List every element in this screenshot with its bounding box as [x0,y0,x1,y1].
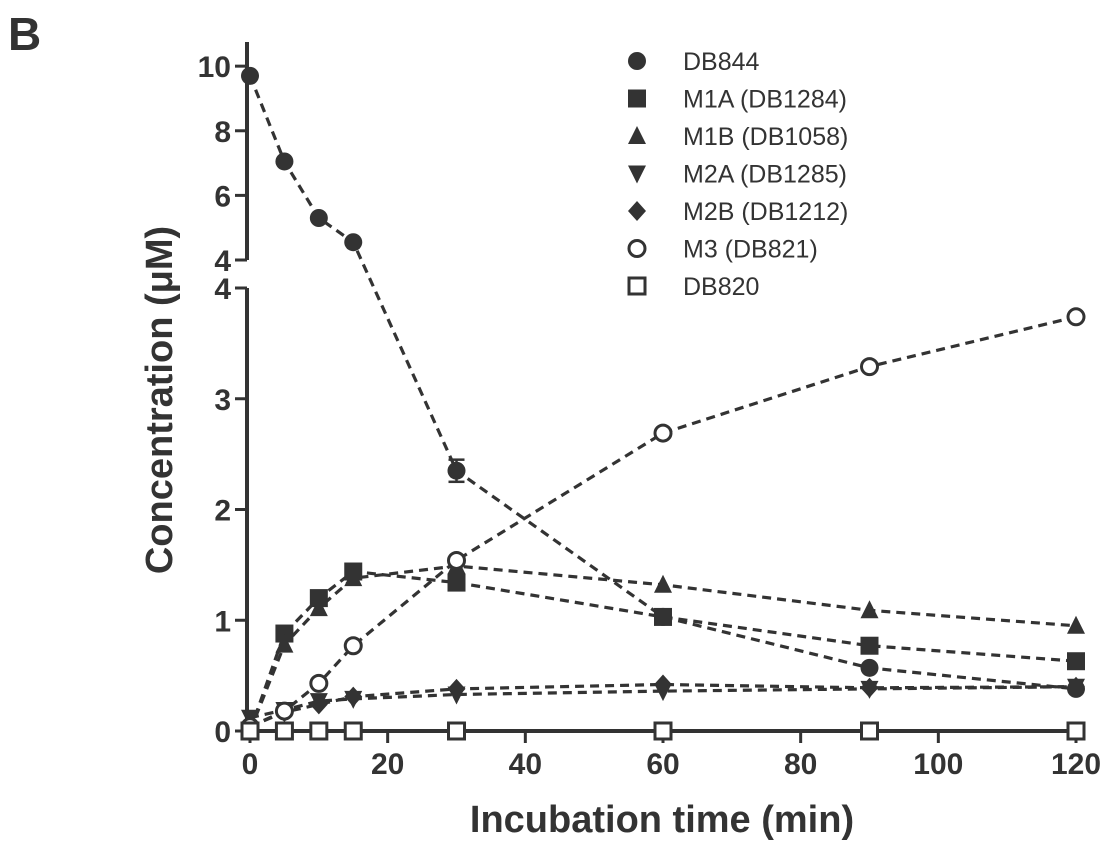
legend-marker [627,276,647,296]
data-point [1066,721,1086,741]
legend-label: M3 (DB821) [683,236,818,264]
legend-marker [628,126,646,144]
data-point [309,694,328,715]
legend-marker [628,165,646,184]
panel-label: B [8,8,41,60]
y-tick-label: 3 [214,384,231,417]
data-point [343,636,363,656]
series-line-0 [248,75,1077,691]
data-point [447,721,466,741]
data-point [240,721,260,741]
data-point [275,624,294,643]
y-tick-label: 4 [214,245,231,278]
data-point [653,721,673,741]
legend-label: DB844 [683,48,760,76]
legend-marker [628,89,646,108]
data-point [447,678,466,699]
data-point [654,607,672,626]
data-point [309,721,329,741]
y-tick-label: 6 [214,180,231,213]
data-point [447,573,466,592]
y-tick-label: 8 [214,116,231,149]
data-point [275,152,294,171]
legend-label: M2A (DB1285) [683,161,847,189]
x-tick-label: 120 [1051,748,1101,781]
series-line-3 [249,685,1077,720]
legend: DB844 M1A (DB1284) M1B (DB1058) M2A (DB1285… [627,48,848,301]
legend-label: M1A (DB1284) [683,86,847,114]
series-line-2 [248,564,1077,732]
x-tick-label: 60 [646,748,679,781]
data-point [275,634,294,653]
data-point [653,423,673,443]
y-axis-title: Concentration (μM) [139,226,181,574]
legend-label: M2B (DB1212) [683,198,848,226]
data-point [1067,652,1085,671]
series-line-5 [249,315,1077,729]
data-point [447,550,466,570]
legend-marker [628,201,646,221]
y-tick-label: 1 [214,605,231,638]
data-point [241,66,259,85]
x-tick-label: 40 [509,748,542,781]
data-point [860,357,879,377]
data-point [860,677,879,698]
x-tick-label: 80 [784,748,817,781]
data-point [344,686,363,707]
data-point [274,721,294,741]
series-line-1 [248,569,1077,732]
legend-marker [627,239,647,258]
x-tick-label: 0 [242,748,259,781]
data-point [309,673,329,693]
data-point [654,574,672,593]
data-point [344,568,363,587]
legend-label: M1B (DB1058) [683,123,848,151]
data-point [343,721,363,741]
series-markers [240,66,1086,741]
series-line-4 [249,682,1077,729]
data-point [860,600,879,619]
data-point [1067,676,1085,697]
data-point [860,658,879,677]
data-point [447,461,466,480]
x-axis-title: Incubation time (min) [470,799,854,841]
data-point [274,701,294,721]
legend-marker [628,52,646,70]
data-point [654,674,672,695]
data-point [1067,615,1085,634]
x-tick-label: 20 [371,748,404,781]
y-tick-label: 4 [214,273,231,306]
data-point [860,636,879,655]
axes: 0 20 40 60 80 100 120 0 1 2 3 44 6 8 10 [198,42,1101,781]
data-point [344,233,363,252]
data-point [1066,307,1086,327]
data-point [860,721,879,741]
data-point [309,209,328,227]
legend-label: DB820 [683,273,759,301]
x-tick-label: 100 [913,748,963,781]
y-tick-label: 10 [198,51,231,84]
y-tick-label: 0 [214,716,231,749]
series-lines [248,75,1077,733]
y-tick-label: 2 [214,495,231,528]
data-point [309,598,328,617]
